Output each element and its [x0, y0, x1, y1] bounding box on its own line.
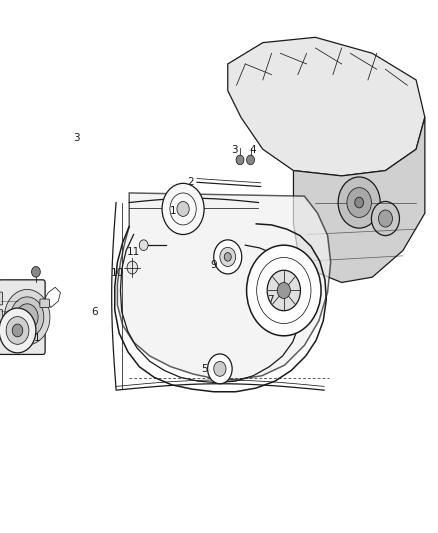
Circle shape — [0, 308, 36, 353]
Circle shape — [162, 183, 204, 235]
Circle shape — [378, 210, 392, 227]
Text: 1: 1 — [34, 334, 41, 343]
FancyBboxPatch shape — [0, 280, 45, 354]
Text: 3: 3 — [73, 133, 80, 142]
Circle shape — [371, 201, 399, 236]
Text: 6: 6 — [91, 307, 98, 317]
Polygon shape — [228, 37, 425, 176]
Text: 4: 4 — [250, 146, 257, 155]
FancyBboxPatch shape — [0, 310, 3, 325]
Circle shape — [247, 245, 321, 336]
Circle shape — [6, 317, 29, 344]
Circle shape — [247, 155, 254, 165]
Circle shape — [347, 188, 371, 217]
Text: 9: 9 — [210, 261, 217, 270]
Polygon shape — [293, 117, 425, 282]
Circle shape — [224, 253, 231, 261]
Circle shape — [277, 282, 290, 298]
Circle shape — [267, 270, 300, 311]
Text: 10: 10 — [111, 268, 124, 278]
Text: 2: 2 — [187, 177, 194, 187]
Text: 11: 11 — [127, 247, 140, 256]
Text: 7: 7 — [267, 295, 274, 304]
Circle shape — [338, 177, 380, 228]
Circle shape — [214, 361, 226, 376]
Circle shape — [208, 354, 232, 384]
Circle shape — [127, 261, 138, 274]
Text: 5: 5 — [201, 364, 208, 374]
FancyBboxPatch shape — [40, 299, 49, 308]
Circle shape — [16, 304, 38, 330]
Circle shape — [32, 266, 40, 277]
FancyBboxPatch shape — [0, 292, 3, 305]
Text: 3: 3 — [231, 146, 238, 155]
Circle shape — [214, 240, 242, 274]
Circle shape — [220, 247, 236, 266]
Circle shape — [236, 155, 244, 165]
Circle shape — [355, 197, 364, 208]
Circle shape — [11, 297, 44, 337]
Circle shape — [4, 289, 50, 345]
Circle shape — [177, 201, 189, 216]
Circle shape — [139, 240, 148, 251]
Text: 1: 1 — [170, 206, 177, 215]
Polygon shape — [117, 193, 331, 379]
Circle shape — [12, 324, 23, 337]
